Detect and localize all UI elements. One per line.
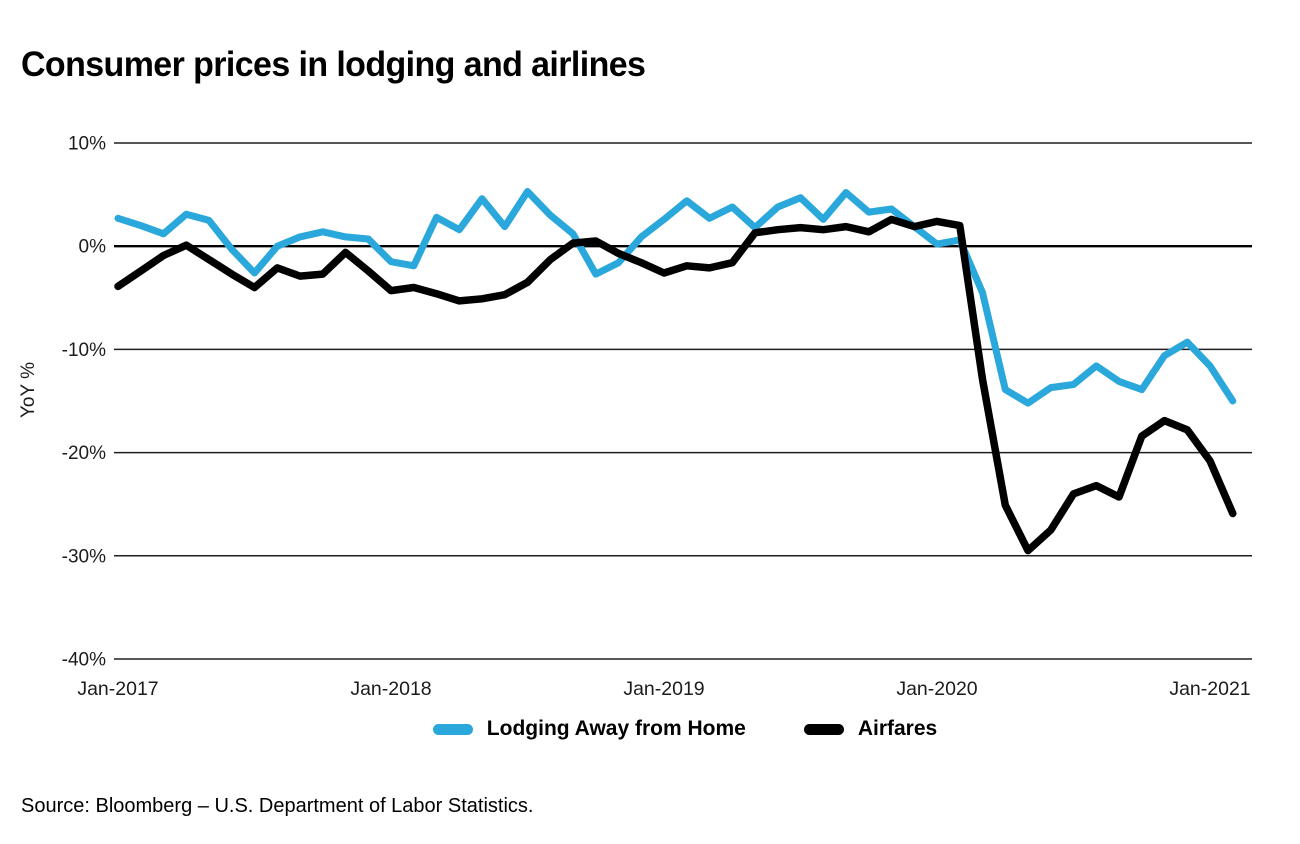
series-line-airfares bbox=[114, 215, 1237, 555]
legend-item: Airfares bbox=[803, 717, 938, 741]
source-attribution: Source: Bloomberg – U.S. Department of L… bbox=[21, 795, 534, 817]
x-tick-label: Jan-2018 bbox=[350, 678, 431, 700]
y-axis-title: YoY % bbox=[18, 362, 39, 418]
legend-label: Lodging Away from Home bbox=[486, 717, 746, 740]
x-tick-label: Jan-2020 bbox=[896, 678, 977, 700]
legend-swatch-icon bbox=[803, 723, 844, 735]
x-tick-label: Jan-2017 bbox=[77, 678, 158, 700]
x-tick-label: Jan-2021 bbox=[1169, 678, 1250, 700]
chart-title: Consumer prices in lodging and airlines bbox=[21, 45, 646, 85]
legend-label: Airfares bbox=[857, 717, 938, 740]
legend-item: Lodging Away from Home bbox=[432, 717, 746, 741]
y-tick-label: -10% bbox=[62, 340, 106, 361]
y-tick-label: 10% bbox=[68, 134, 106, 155]
x-tick-label: Jan-2019 bbox=[623, 678, 704, 700]
y-tick-label: -30% bbox=[62, 546, 106, 567]
y-tick-label: 0% bbox=[79, 237, 107, 258]
series-line-lodging-away-from-home bbox=[114, 188, 1237, 407]
y-tick-label: -20% bbox=[62, 443, 106, 464]
y-tick-label: -40% bbox=[62, 650, 106, 671]
legend-swatch-icon bbox=[432, 723, 473, 735]
chart-legend: Lodging Away from Home Airfares bbox=[115, 708, 1255, 750]
